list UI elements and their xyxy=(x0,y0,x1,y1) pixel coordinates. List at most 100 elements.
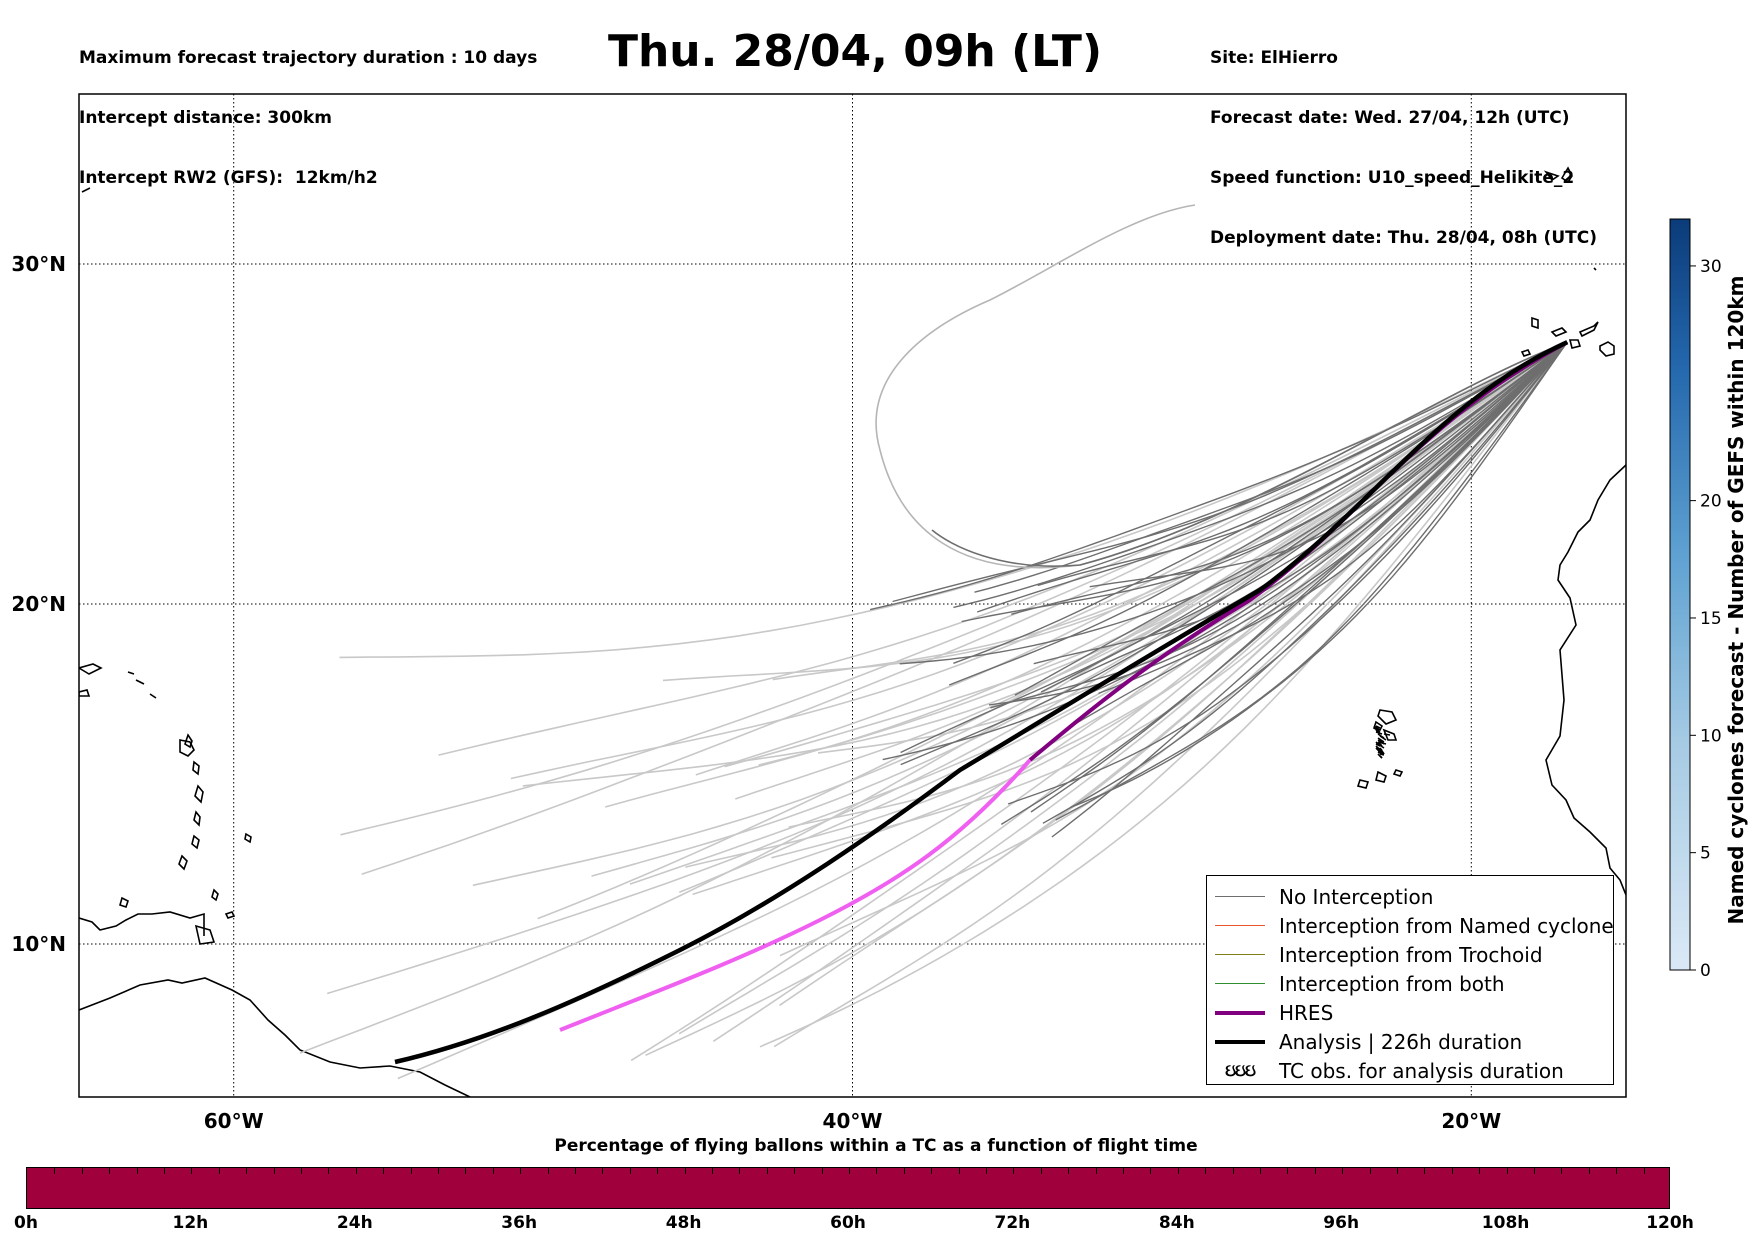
percentage-bar-minor-tick xyxy=(520,1168,522,1174)
canaries-fuerteventura xyxy=(1578,321,1599,338)
percentage-bar-minor-tick xyxy=(1342,1168,1344,1174)
trinidad xyxy=(194,924,216,945)
percentage-bar-minor-tick xyxy=(164,1168,165,1174)
ensemble-trajectory xyxy=(988,341,1568,706)
header-line-duration: Maximum forecast trajectory duration : 1… xyxy=(79,48,538,68)
venezuela-coast xyxy=(79,911,205,936)
legend-item-named-cyclone: Interception from Named cyclone xyxy=(1215,911,1614,940)
lesser-antilles-4 xyxy=(193,810,201,827)
ensemble-trajectory xyxy=(961,341,1568,623)
lesser-antilles-3 xyxy=(194,784,204,804)
header-line-speed-function: Speed function: U10_speed_Helikite_2 xyxy=(1210,168,1575,188)
ensemble-trajectory xyxy=(899,341,1568,665)
legend-label: Interception from Trochoid xyxy=(1279,942,1543,967)
tc-symbol-icon: ઇઇઇ xyxy=(1225,1060,1256,1081)
cape-verde-7 xyxy=(1375,725,1381,729)
map-frame xyxy=(78,93,1627,1098)
ensemble-trajectory xyxy=(974,341,1568,593)
cape-verde-18 xyxy=(1379,735,1387,741)
west-africa-coast xyxy=(1545,464,1626,896)
header-line-forecast-date: Forecast date: Wed. 27/04, 12h (UTC) xyxy=(1210,108,1570,128)
cape-verde-29 xyxy=(1377,751,1383,755)
lon-tick-label: 20°W xyxy=(1441,1109,1501,1133)
virgin-islands xyxy=(127,671,157,699)
ensemble-trajectory-light xyxy=(629,341,1568,885)
percentage-bar-minor-tick xyxy=(849,1168,850,1174)
lesser-antilles-5 xyxy=(191,834,200,850)
percentage-bar-minor-tick xyxy=(629,1168,631,1174)
percentage-bar-minor-tick xyxy=(739,1168,741,1174)
percentage-tick-label: 12h xyxy=(172,1213,209,1233)
lon-tick-label: 40°W xyxy=(823,1109,883,1133)
ensemble-trajectory-light xyxy=(438,341,1568,756)
cape-verde-22 xyxy=(1377,741,1383,747)
legend-item-no-interception: No Interception xyxy=(1215,882,1433,911)
hres-trajectory-late xyxy=(559,758,1032,1032)
percentage-bar-minor-tick xyxy=(602,1168,604,1174)
legend-swatch-analysis xyxy=(1215,1039,1265,1044)
cape-verde-5 xyxy=(1383,733,1391,736)
ensemble-trajectory-light xyxy=(759,341,1568,1048)
header-line-site: Site: ElHierro xyxy=(1210,48,1338,68)
percentage-bar-minor-tick xyxy=(1369,1168,1371,1174)
ensemble-trajectory xyxy=(882,341,1568,761)
colorbar xyxy=(1669,218,1691,971)
header-line-deployment-date: Deployment date: Thu. 28/04, 08h (UTC) xyxy=(1210,228,1597,248)
ensemble-trajectory xyxy=(900,341,1568,766)
ensemble-trajectory xyxy=(1042,341,1568,824)
legend-label: Interception from both xyxy=(1279,971,1505,996)
percentage-bar-minor-tick xyxy=(794,1168,796,1174)
puerto-rico-fragments xyxy=(79,663,103,697)
selvagens xyxy=(1593,267,1597,271)
colorbar-tick-label: 15 xyxy=(1700,609,1722,629)
ensemble-trajectory-loop-dark xyxy=(931,341,1568,567)
analysis-trajectory xyxy=(394,340,1569,1065)
cape-verde-27 xyxy=(1377,747,1383,751)
ensemble-trajectory-light xyxy=(758,341,1568,766)
lesser-antilles-8 xyxy=(211,888,219,902)
colorbar-tick-label: 5 xyxy=(1700,844,1711,864)
axis-labels: 60°W 40°W 20°W 30°N 20°N 10°N xyxy=(11,252,1501,1133)
legend: No Interception Interception from Named … xyxy=(1206,875,1614,1085)
ensemble-trajectory xyxy=(1037,341,1568,587)
cape-verde-16 xyxy=(1375,731,1383,735)
ensemble-trajectory-light xyxy=(604,341,1568,808)
legend-label: HRES xyxy=(1279,1000,1334,1025)
south-america-coast xyxy=(79,977,471,1097)
lesser-antilles-2 xyxy=(192,760,200,776)
lesser-antilles-7 xyxy=(119,896,129,909)
percentage-tick-label: 36h xyxy=(501,1213,538,1233)
percentage-bar-minor-tick xyxy=(438,1168,439,1174)
legend-item-analysis: Analysis | 226h duration xyxy=(1215,1027,1522,1056)
percentage-bar-minor-tick xyxy=(657,1168,659,1174)
percentage-tick-label: 84h xyxy=(1158,1213,1195,1233)
legend-item-both: Interception from both xyxy=(1215,969,1505,998)
percentage-bar-minor-tick xyxy=(1095,1168,1097,1174)
percentage-bar-minor-tick xyxy=(1068,1168,1070,1174)
legend-swatch-trochoid xyxy=(1215,954,1265,955)
percentage-bar-minor-tick xyxy=(1123,1168,1124,1174)
legend-item-trochoid: Interception from Trochoid xyxy=(1215,940,1543,969)
ensemble-trajectory xyxy=(948,341,1568,686)
cape-verde-1 xyxy=(1377,709,1398,725)
percentage-bar-minor-tick xyxy=(1205,1168,1207,1174)
percentage-bar-minor-tick xyxy=(136,1168,138,1174)
percentage-bar-minor-tick xyxy=(465,1168,467,1174)
colorbar-tick-label: 0 xyxy=(1700,961,1711,981)
ensemble-trajectory xyxy=(1000,341,1568,825)
percentage-bar-minor-tick xyxy=(1287,1168,1289,1174)
colorbar-label: Named cyclones forecast - Number of GEFS… xyxy=(1724,275,1748,925)
legend-swatch-hres xyxy=(1215,1010,1265,1015)
percentage-bar-minor-tick xyxy=(246,1168,248,1174)
canaries-la-palma xyxy=(1531,316,1539,330)
percentage-bar-minor-tick xyxy=(273,1168,275,1174)
percentage-bar-minor-tick xyxy=(766,1168,768,1174)
percentage-bar-minor-tick xyxy=(355,1168,357,1174)
colorbar-tick-label: 10 xyxy=(1700,726,1722,746)
ensemble-trajectory xyxy=(990,341,1568,709)
percentage-tick-label: 72h xyxy=(994,1213,1031,1233)
canaries-tenerife xyxy=(1550,327,1568,337)
percentage-bar-title: Percentage of flying ballons within a TC… xyxy=(554,1136,1198,1156)
lat-tick-label: 20°N xyxy=(11,592,66,616)
lat-tick-label: 30°N xyxy=(11,252,66,276)
